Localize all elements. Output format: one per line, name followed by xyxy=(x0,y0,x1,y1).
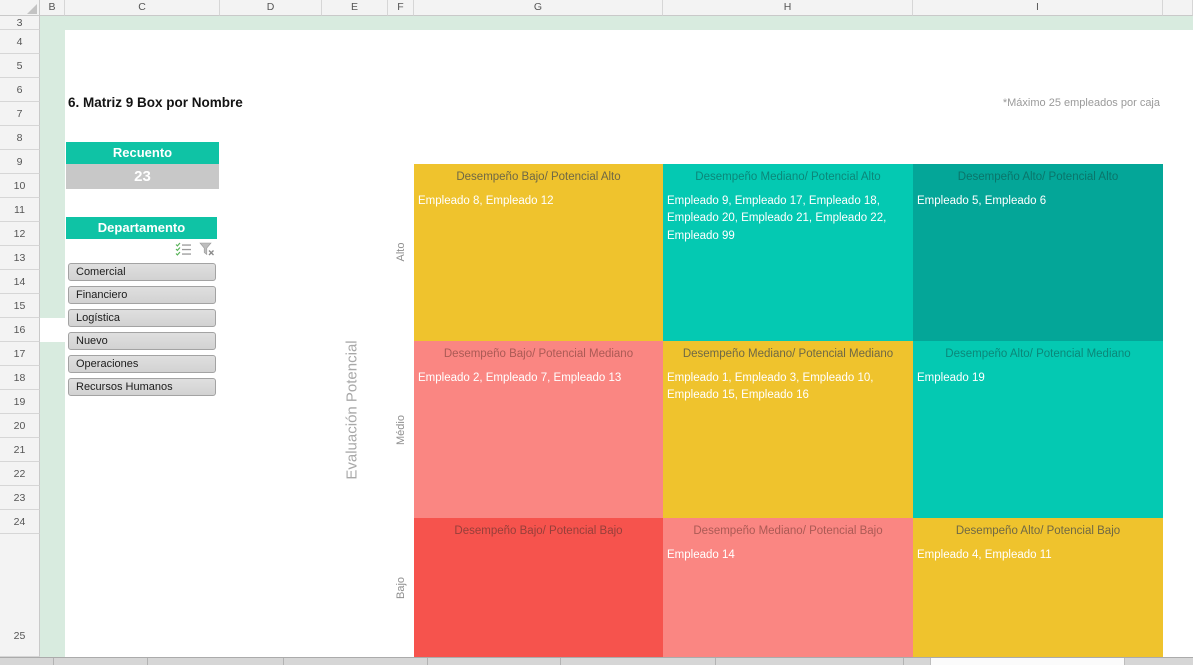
select-all-triangle-icon xyxy=(27,4,37,14)
matrix-cell-employees xyxy=(414,537,663,547)
slicer-item-recursos-humanos[interactable]: Recursos Humanos xyxy=(68,378,216,396)
sheet-tab-divider xyxy=(903,658,904,665)
sheet-tabs-strip[interactable] xyxy=(0,657,1193,665)
sheet-tab-divider xyxy=(53,658,54,665)
slicer-item-comercial[interactable]: Comercial xyxy=(68,263,216,281)
row-header-19[interactable]: 19 xyxy=(0,390,40,414)
potential-row-label-2: Médio xyxy=(395,415,407,445)
column-header-F[interactable]: F xyxy=(388,0,414,16)
matrix-cell-r3c1[interactable]: Desempeño Bajo/ Potencial Bajo xyxy=(414,518,663,657)
column-header-D[interactable]: D xyxy=(220,0,322,16)
cell-B16-white xyxy=(40,318,65,342)
column-header-partial[interactable] xyxy=(1163,0,1193,16)
column-header-I[interactable]: I xyxy=(913,0,1163,16)
row-header-3[interactable]: 3 xyxy=(0,16,40,30)
matrix-cell-r2c1[interactable]: Desempeño Bajo/ Potencial Mediano Emplead… xyxy=(414,341,663,518)
row-header-21[interactable]: 21 xyxy=(0,438,40,462)
matrix-cell-employees: Empleado 2, Empleado 7, Empleado 13 xyxy=(418,372,622,384)
slicer-item-operaciones[interactable]: Operaciones xyxy=(68,355,216,373)
matrix-cell-title: Desempeño Bajo/ Potencial Bajo xyxy=(454,525,623,537)
row-header-5[interactable]: 5 xyxy=(0,54,40,78)
matrix-cell-title: Desempeño Alto/ Potencial Mediano xyxy=(945,348,1131,360)
row-header-10[interactable]: 10 xyxy=(0,174,40,198)
column-header-E[interactable]: E xyxy=(322,0,388,16)
select-all-corner[interactable] xyxy=(0,0,40,16)
matrix-cell-title: Desempeño Mediano/ Potencial Bajo xyxy=(693,525,883,537)
sheet-tab-divider xyxy=(560,658,561,665)
matrix-cell-r2c2[interactable]: Desempeño Mediano/ Potencial Mediano Empl… xyxy=(663,341,913,518)
row-header-8[interactable]: 8 xyxy=(0,126,40,150)
row-headers: 3 4 5 6 7 8 9 10 11 12 13 14 15 16 17 18 19 20 21 22 23 24 25 xyxy=(0,16,40,657)
matrix-cell-title: Desempeño Bajo/ Potencial Mediano xyxy=(443,348,634,360)
row-header-24[interactable]: 24 xyxy=(0,510,40,534)
potential-row-label-1: Alto xyxy=(395,242,407,262)
multi-select-icon[interactable] xyxy=(175,242,192,256)
matrix-cell-employees: Empleado 9, Empleado 17, Empleado 18, Em… xyxy=(667,195,887,242)
matrix-cell-r1c3[interactable]: Desempeño Alto/ Potencial Alto Empleado 5… xyxy=(913,164,1163,341)
row-header-6[interactable]: 6 xyxy=(0,78,40,102)
matrix-cell-employees: Empleado 5, Empleado 6 xyxy=(917,195,1047,207)
matrix-cell-title: Desempeño Mediano/ Potencial Alto xyxy=(695,171,881,183)
row-header-4[interactable]: 4 xyxy=(0,30,40,54)
row-header-22[interactable]: 22 xyxy=(0,462,40,486)
column-header-B[interactable]: B xyxy=(40,0,65,16)
matrix-cell-employees: Empleado 14 xyxy=(667,549,735,561)
sheet-tab-divider xyxy=(283,658,284,665)
slicer-item-financiero[interactable]: Financiero xyxy=(68,286,216,304)
row-header-25[interactable]: 25 xyxy=(0,534,40,657)
row-header-18[interactable]: 18 xyxy=(0,366,40,390)
row-header-11[interactable]: 11 xyxy=(0,198,40,222)
horizontal-scrollbar-thumb[interactable] xyxy=(930,658,1125,665)
column-header-C[interactable]: C xyxy=(65,0,220,16)
sheet-tab-divider xyxy=(147,658,148,665)
column-header-G[interactable]: G xyxy=(414,0,663,16)
slicer-item-list: Comercial Financiero Logística Nuevo Operaci… xyxy=(68,263,216,396)
row-header-20[interactable]: 20 xyxy=(0,414,40,438)
sheet-tab-divider xyxy=(715,658,716,665)
row-header-16[interactable]: 16 xyxy=(0,318,40,342)
page-title: 6. Matriz 9 Box por Nombre xyxy=(68,95,243,110)
sheet-tab-divider xyxy=(427,658,428,665)
matrix-cell-employees: Empleado 19 xyxy=(917,372,985,384)
row-header-13[interactable]: 13 xyxy=(0,246,40,270)
row-header-14[interactable]: 14 xyxy=(0,270,40,294)
row-header-23[interactable]: 23 xyxy=(0,486,40,510)
row-header-17[interactable]: 17 xyxy=(0,342,40,366)
matrix-cell-title: Desempeño Mediano/ Potencial Mediano xyxy=(682,348,894,360)
slicer-toolbar xyxy=(175,242,215,256)
slicer-item-nuevo[interactable]: Nuevo xyxy=(68,332,216,350)
matrix-cell-employees: Empleado 1, Empleado 3, Empleado 10, Emp… xyxy=(667,372,874,402)
matrix-cell-r3c3[interactable]: Desempeño Alto/ Potencial Bajo Empleado 4… xyxy=(913,518,1163,657)
matrix-cell-title: Desempeño Alto/ Potencial Alto xyxy=(957,171,1119,183)
count-card-header: Recuento xyxy=(66,142,219,164)
slicer-item-logística[interactable]: Logística xyxy=(68,309,216,327)
row3-mint-band xyxy=(40,16,1193,30)
row-header-12[interactable]: 12 xyxy=(0,222,40,246)
matrix-cell-r1c2[interactable]: Desempeño Mediano/ Potencial Alto Emplead… xyxy=(663,164,913,341)
matrix-cell-r1c1[interactable]: Desempeño Bajo/ Potencial Alto Empleado 8… xyxy=(414,164,663,341)
slicer-title: Departamento xyxy=(66,217,217,239)
row-header-9[interactable]: 9 xyxy=(0,150,40,174)
matrix-cell-r3c2[interactable]: Desempeño Mediano/ Potencial Bajo Emplead… xyxy=(663,518,913,657)
matrix-cell-r2c3[interactable]: Desempeño Alto/ Potencial Mediano Emplead… xyxy=(913,341,1163,518)
column-header-H[interactable]: H xyxy=(663,0,913,16)
matrix-cell-title: Desempeño Bajo/ Potencial Alto xyxy=(456,171,621,183)
row-header-7[interactable]: 7 xyxy=(0,102,40,126)
matrix-cell-employees: Empleado 4, Empleado 11 xyxy=(917,549,1052,561)
matrix-cell-title: Desempeño Alto/ Potencial Bajo xyxy=(955,525,1121,537)
row-header-15[interactable]: 15 xyxy=(0,294,40,318)
count-card-value: 23 xyxy=(66,164,219,189)
matrix-cell-employees: Empleado 8, Empleado 12 xyxy=(418,195,554,207)
y-axis-label: Evaluación Potencial xyxy=(343,340,361,480)
max-employees-note: *Máximo 25 empleados por caja xyxy=(1002,97,1160,109)
clear-filter-icon[interactable] xyxy=(199,242,215,256)
potential-row-label-3: Bajo xyxy=(395,576,407,600)
